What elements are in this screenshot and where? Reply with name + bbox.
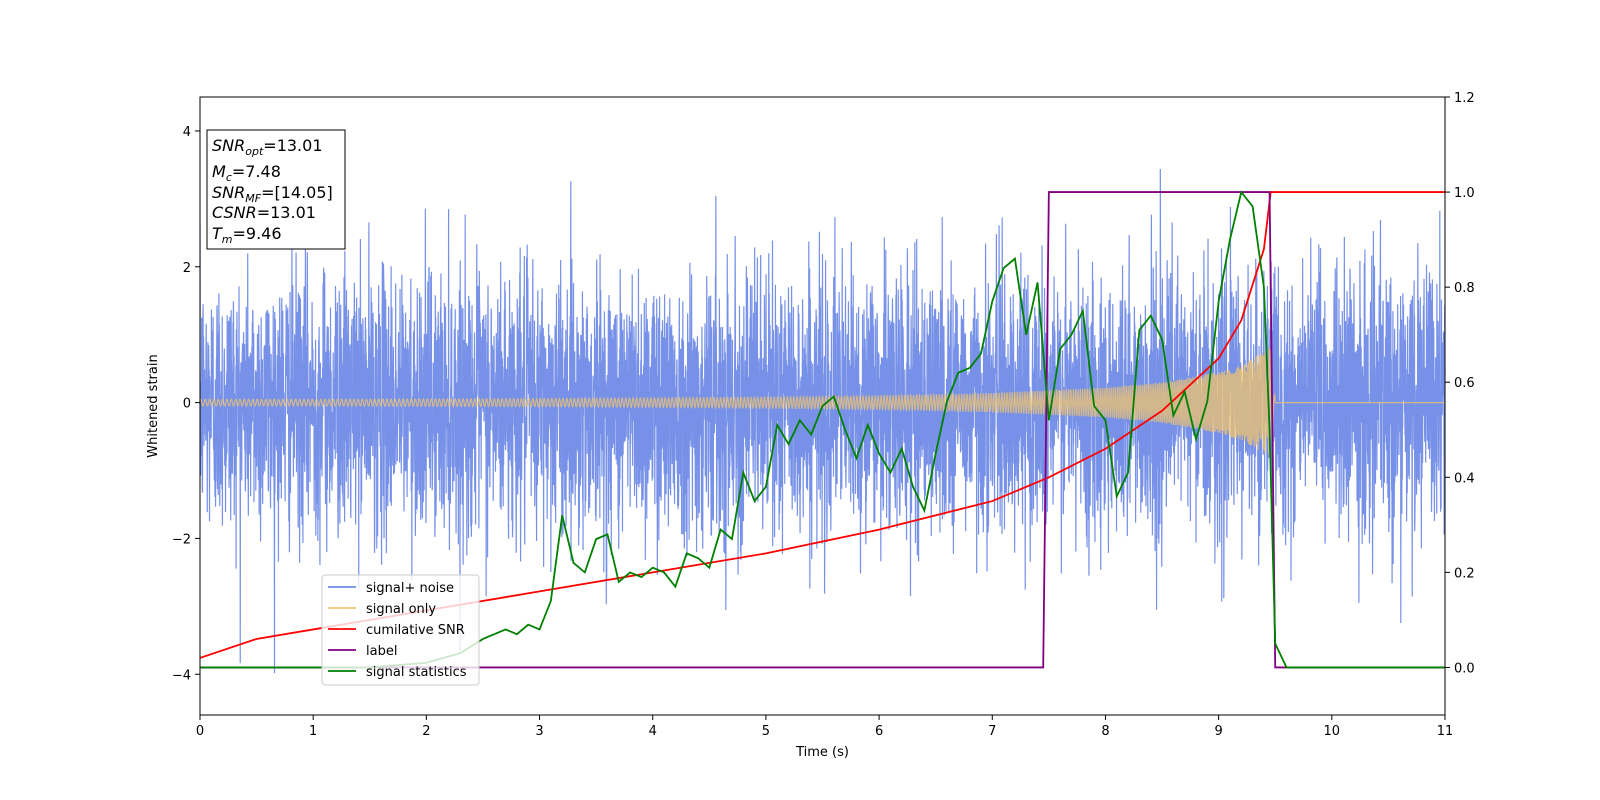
x-tick-label: 0: [196, 724, 204, 739]
info-box: SNRopt=13.01 Mc=7.48SNRMF=[14.05]CSNR=13.…: [206, 129, 346, 250]
y-right-tick-label: 0.2: [1454, 566, 1475, 581]
x-tick-label: 7: [988, 724, 996, 739]
y-right-tick-label: 1.2: [1454, 91, 1475, 106]
x-tick-label: 8: [1101, 724, 1109, 739]
y-right-tick-label: 0.4: [1454, 471, 1475, 486]
info-line: SNRMF=[14.05]: [212, 183, 333, 205]
y-left-tick-label: 4: [183, 125, 191, 140]
legend: signal+ noise signal only cumilative SNR la…: [321, 574, 480, 686]
x-tick-label: 4: [649, 724, 657, 739]
x-tick-label: 10: [1324, 724, 1341, 739]
x-tick-label: 5: [762, 724, 770, 739]
info-box-frame: [206, 129, 346, 250]
info-line: SNRopt=13.01: [212, 136, 323, 158]
x-tick-label: 2: [422, 724, 430, 739]
x-tick-label: 11: [1437, 724, 1454, 739]
x-tick-label: 1: [309, 724, 317, 739]
y-right-tick-label: 0.0: [1454, 661, 1475, 676]
info-line: Tm=9.46: [212, 224, 282, 246]
info-line: CSNR=13.01: [212, 203, 316, 222]
series-line-signal-only: [200, 346, 1445, 457]
y-left-tick-label: 2: [183, 261, 191, 276]
y-right-tick-label: 0.6: [1454, 376, 1475, 391]
legend-label-signal-only: signal only: [366, 602, 436, 617]
legend-label-signal-noise: signal+ noise: [366, 581, 454, 596]
x-tick-label: 9: [1214, 724, 1222, 739]
y-left-tick-label: −2: [172, 532, 191, 547]
x-tick-label: 3: [535, 724, 543, 739]
y-axis-label: Whitened strain: [146, 354, 161, 457]
y-right-axis: 0.0 0.2 0.4 0.6 0.8 1.0 1.2: [1445, 91, 1475, 676]
x-tick-label: 6: [875, 724, 883, 739]
info-line: Mc=7.48: [212, 162, 281, 184]
y-left-tick-label: −4: [172, 668, 191, 683]
x-axis-label: Time (s): [795, 745, 849, 760]
y-right-tick-label: 1.0: [1454, 186, 1475, 201]
y-left-tick-label: 0: [183, 397, 191, 412]
x-axis: 0 1 2 3 4 5 6 7 8 9 10 11: [196, 715, 1453, 739]
y-left-axis: −4 −2 0 2 4: [172, 125, 200, 683]
legend-label-signal-statistics: signal statistics: [366, 665, 467, 680]
series-line-signal-statistics: [200, 190, 1445, 669]
y-right-tick-label: 0.8: [1454, 281, 1475, 296]
legend-label-cumilative-snr: cumilative SNR: [366, 623, 465, 638]
legend-frame: [321, 574, 480, 686]
plot-frame: [199, 96, 1446, 716]
legend-label-label: label: [366, 644, 397, 659]
